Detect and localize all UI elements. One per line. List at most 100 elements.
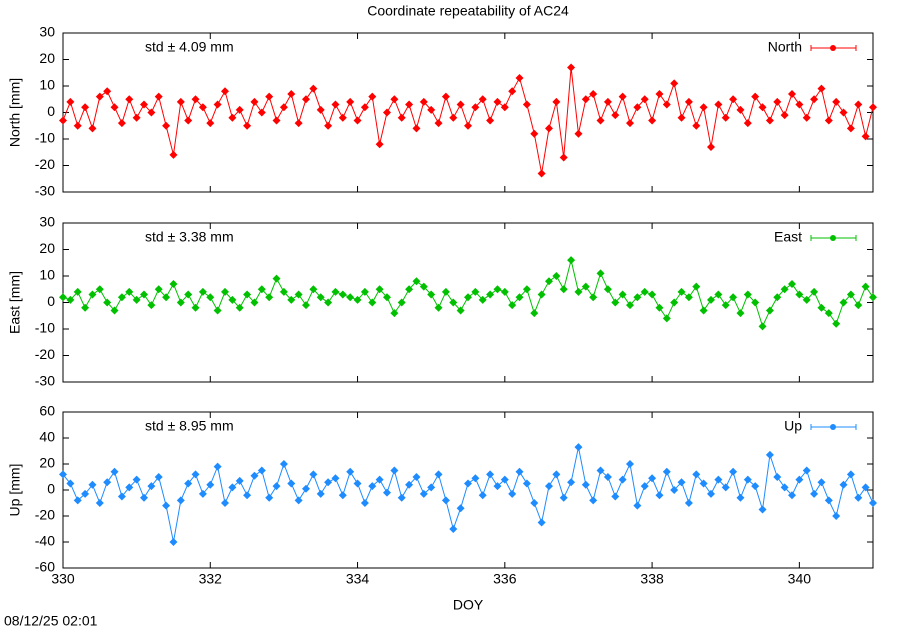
data-point (714, 290, 723, 299)
data-point (272, 274, 281, 283)
data-point (596, 269, 605, 278)
data-point (670, 79, 679, 88)
y-tick-label: 0 (47, 103, 55, 119)
data-point (537, 518, 546, 527)
data-point (515, 293, 524, 302)
data-point (802, 113, 811, 122)
data-point (861, 132, 870, 141)
data-point (464, 293, 472, 302)
data-point (434, 303, 443, 312)
data-point (692, 121, 701, 130)
y-tick-label: 10 (39, 77, 55, 93)
data-point (125, 287, 134, 296)
data-point (670, 486, 679, 494)
data-point (589, 496, 598, 505)
data-point (611, 492, 620, 501)
data-point (272, 116, 281, 125)
data-point (707, 142, 715, 151)
data-point (434, 470, 443, 479)
data-point (228, 295, 237, 304)
data-point (780, 111, 789, 120)
data-point (375, 475, 384, 484)
data-point (508, 301, 517, 310)
data-point (567, 63, 576, 72)
data-point (353, 479, 362, 488)
data-point (522, 100, 531, 109)
legend-swatch (830, 235, 836, 241)
data-point (117, 492, 126, 501)
data-point (478, 295, 487, 304)
data-point (699, 306, 708, 315)
data-point (530, 499, 539, 507)
data-point (640, 287, 649, 296)
data-point (655, 491, 664, 500)
data-point (751, 298, 760, 307)
data-point (169, 150, 178, 159)
data-point (743, 119, 752, 128)
data-point (736, 105, 745, 114)
data-point (846, 290, 855, 299)
data-point (832, 97, 841, 106)
data-point (795, 290, 804, 299)
data-point (383, 488, 391, 497)
data-point (839, 108, 848, 117)
data-point (721, 483, 730, 492)
data-point (824, 496, 833, 505)
data-point (132, 475, 141, 484)
data-point (743, 475, 752, 484)
data-point (810, 287, 819, 296)
data-point (780, 483, 789, 492)
data-point (206, 480, 215, 489)
data-point (66, 295, 75, 304)
data-point (854, 100, 863, 109)
data-point (353, 295, 362, 304)
data-point (471, 287, 480, 296)
data-point (449, 298, 458, 307)
data-point (640, 95, 649, 104)
data-point (869, 499, 877, 507)
data-point (788, 89, 796, 98)
data-point (213, 306, 222, 315)
data-point (316, 293, 325, 302)
data-point (515, 467, 524, 476)
data-point (721, 113, 730, 122)
data-point (707, 295, 715, 304)
data-point (338, 290, 347, 299)
data-point (59, 470, 67, 479)
data-point (103, 87, 112, 96)
data-point (176, 496, 185, 505)
data-point (59, 116, 67, 125)
y-axis-label: East [mm] (7, 271, 23, 334)
data-point (140, 493, 148, 502)
data-point (162, 501, 171, 510)
data-point (707, 489, 715, 498)
data-point (618, 290, 627, 299)
y-tick-label: 0 (47, 293, 55, 309)
data-point (346, 467, 355, 476)
data-point (294, 496, 303, 505)
data-point (824, 116, 833, 125)
data-point (250, 298, 259, 307)
data-point (464, 479, 472, 488)
data-point (397, 493, 406, 502)
data-point (405, 100, 414, 109)
data-point (346, 97, 355, 106)
data-point (184, 290, 193, 299)
data-point (486, 116, 495, 125)
data-point (338, 113, 347, 122)
data-point (618, 92, 627, 101)
data-point (272, 482, 281, 491)
data-point (375, 140, 384, 149)
data-point (773, 293, 782, 302)
data-point (684, 293, 693, 302)
data-point (611, 111, 620, 120)
data-point (360, 499, 369, 507)
data-point (817, 303, 826, 312)
data-point (125, 95, 134, 104)
y-tick-label: 30 (39, 214, 55, 230)
std-annotation: std ± 8.95 mm (145, 418, 234, 434)
data-point (456, 100, 465, 109)
data-point (110, 306, 119, 315)
data-point (390, 95, 399, 104)
